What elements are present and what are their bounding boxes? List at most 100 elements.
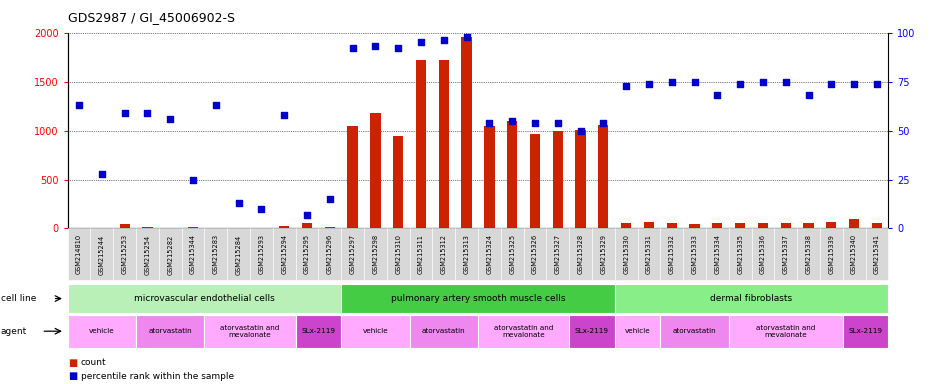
Bar [598,125,608,228]
Text: GSM215327: GSM215327 [555,234,561,275]
Text: GSM215334: GSM215334 [714,234,720,275]
Point [94,170,109,177]
Bar [871,223,882,228]
Bar [553,131,563,228]
Bar [713,223,723,228]
Text: cell line: cell line [1,294,37,303]
Point [596,120,611,126]
Bar [462,36,472,228]
Text: GSM215328: GSM215328 [577,234,584,275]
Text: GSM215310: GSM215310 [395,234,401,275]
Text: dermal fibroblasts: dermal fibroblasts [711,294,792,303]
Bar [142,227,152,228]
Point [732,81,747,87]
Point [209,102,224,108]
Point [436,37,451,43]
Text: ■: ■ [68,371,77,381]
Point [756,78,771,84]
Point [118,110,133,116]
Text: GDS2987 / GI_45006902-S: GDS2987 / GI_45006902-S [68,12,235,25]
Point [710,92,725,98]
Point [459,33,474,40]
Text: microvascular endothelial cells: microvascular endothelial cells [134,294,274,303]
Point [414,40,429,46]
Text: GSM215294: GSM215294 [281,234,288,275]
Bar [804,223,814,228]
Text: SLx-2119: SLx-2119 [302,328,336,334]
Bar [644,222,654,228]
Text: GSM215282: GSM215282 [167,234,173,275]
Text: GSM215326: GSM215326 [532,234,538,275]
Text: atorvastatin and
mevalonate: atorvastatin and mevalonate [756,325,815,338]
Bar [302,223,312,228]
Point [778,78,793,84]
Text: GSM215324: GSM215324 [486,234,493,275]
Point [391,45,406,51]
Text: atorvastatin: atorvastatin [149,328,192,334]
Text: GSM215244: GSM215244 [99,234,105,275]
Bar [758,223,768,228]
Point [322,196,337,202]
Text: GSM215331: GSM215331 [646,235,652,274]
Point [573,127,588,134]
Bar [97,227,107,228]
Text: atorvastatin and
mevalonate: atorvastatin and mevalonate [220,325,280,338]
Bar [575,129,586,228]
Text: GSM215296: GSM215296 [327,234,333,275]
Bar [211,227,221,228]
Point [231,200,246,206]
Point [823,81,838,87]
Text: GSM215338: GSM215338 [806,234,811,275]
Point [185,177,200,183]
Text: SLx-2119: SLx-2119 [849,328,883,334]
Bar [484,126,494,228]
Text: GSM215295: GSM215295 [304,234,310,275]
Bar [780,223,791,228]
Bar [439,60,449,228]
Text: GSM215335: GSM215335 [737,234,744,275]
Text: atorvastatin and
mevalonate: atorvastatin and mevalonate [494,325,554,338]
Point [482,120,497,126]
Bar [689,223,699,228]
Text: agent: agent [1,327,27,336]
Text: count: count [81,358,106,367]
Bar [279,225,290,228]
Point [687,78,702,84]
Text: GSM215330: GSM215330 [623,234,629,275]
Bar [393,136,403,228]
Text: GSM215313: GSM215313 [463,235,470,274]
Point [847,81,862,87]
Text: GSM215254: GSM215254 [145,234,150,275]
Bar [257,227,267,228]
Text: atorvastatin: atorvastatin [673,328,716,334]
Bar [849,219,859,228]
Text: GSM215311: GSM215311 [418,235,424,274]
Text: GSM215325: GSM215325 [509,234,515,275]
Point [300,212,315,218]
Text: GSM215333: GSM215333 [692,235,697,274]
Text: percentile rank within the sample: percentile rank within the sample [81,372,234,381]
Text: ■: ■ [68,358,77,368]
Text: GSM215297: GSM215297 [350,234,355,275]
Point [71,102,86,108]
Bar [621,223,632,228]
Text: GSM215298: GSM215298 [372,234,379,275]
Bar [188,227,198,228]
Bar [119,223,130,228]
Point [641,81,656,87]
Point [665,78,680,84]
Text: pulmonary artery smooth muscle cells: pulmonary artery smooth muscle cells [391,294,565,303]
Text: GSM215337: GSM215337 [783,234,789,275]
Text: GSM215340: GSM215340 [851,234,857,275]
Point [345,45,360,51]
Text: SLx-2119: SLx-2119 [575,328,609,334]
Bar [507,121,517,228]
Text: GSM215253: GSM215253 [121,234,128,275]
Text: GSM215312: GSM215312 [441,234,446,275]
Text: vehicle: vehicle [89,328,115,334]
Bar [165,227,176,228]
Text: GSM215293: GSM215293 [258,234,264,275]
Text: GSM215339: GSM215339 [828,235,835,274]
Text: GSM215329: GSM215329 [601,234,606,275]
Text: GSM215332: GSM215332 [668,234,675,275]
